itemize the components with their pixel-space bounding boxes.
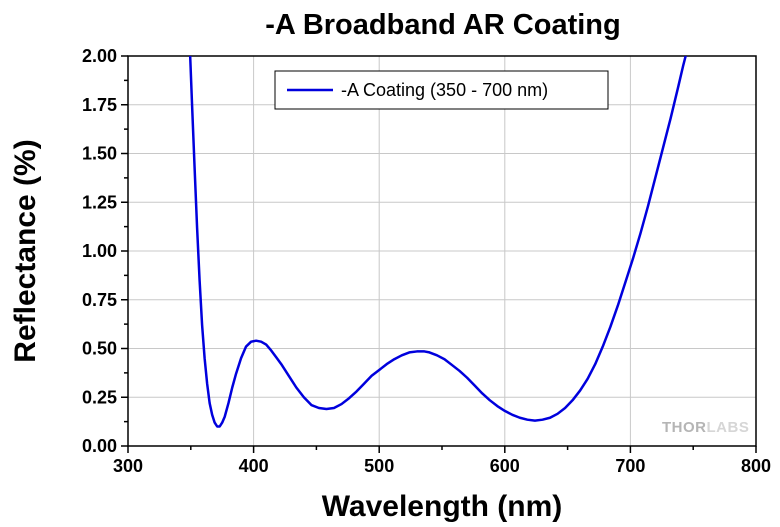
y-tick-label-1.25: 1.25 [82,192,117,212]
watermark-thor: THOR [662,419,707,436]
legend-entry-a-coating: -A Coating (350 - 700 nm) [341,80,548,100]
y-tick-label-0.00: 0.00 [82,436,117,456]
chart-title: -A Broadband AR Coating [265,9,621,41]
thorlabs-watermark: THORLABS [662,419,749,436]
x-tick-label-300: 300 [113,456,143,476]
x-tick-label-400: 400 [239,456,269,476]
legend: -A Coating (350 - 700 nm) [274,70,609,110]
y-tick-label-0.50: 0.50 [82,339,117,359]
y-axis-label: Reflectance (%) [9,139,42,362]
y-tick-label-1.00: 1.00 [82,241,117,261]
y-tick-label-1.75: 1.75 [82,95,117,115]
x-tick-label-800: 800 [741,456,771,476]
series-layer [188,56,687,428]
x-tick-label-500: 500 [364,456,394,476]
plot-frame [127,55,757,447]
x-axis-label: Wavelength (nm) [322,490,563,523]
y-tick-label-2.00: 2.00 [82,46,117,66]
watermark-labs: LABS [707,419,750,436]
grid-lines [128,56,756,446]
y-tick-label-0.75: 0.75 [82,290,117,310]
y-tick-label-1.50: 1.50 [82,144,117,164]
y-tick-label-0.25: 0.25 [82,387,117,407]
x-tick-label-700: 700 [615,456,645,476]
axis-ticks [121,55,757,453]
series-line-a-coating [188,56,687,428]
y-tick-labels: 0.00 0.25 0.50 0.75 1.00 1.25 1.50 1.75 2.00 [82,46,117,456]
x-tick-labels: 300 400 500 600 700 800 [113,456,771,476]
x-tick-label-600: 600 [490,456,520,476]
